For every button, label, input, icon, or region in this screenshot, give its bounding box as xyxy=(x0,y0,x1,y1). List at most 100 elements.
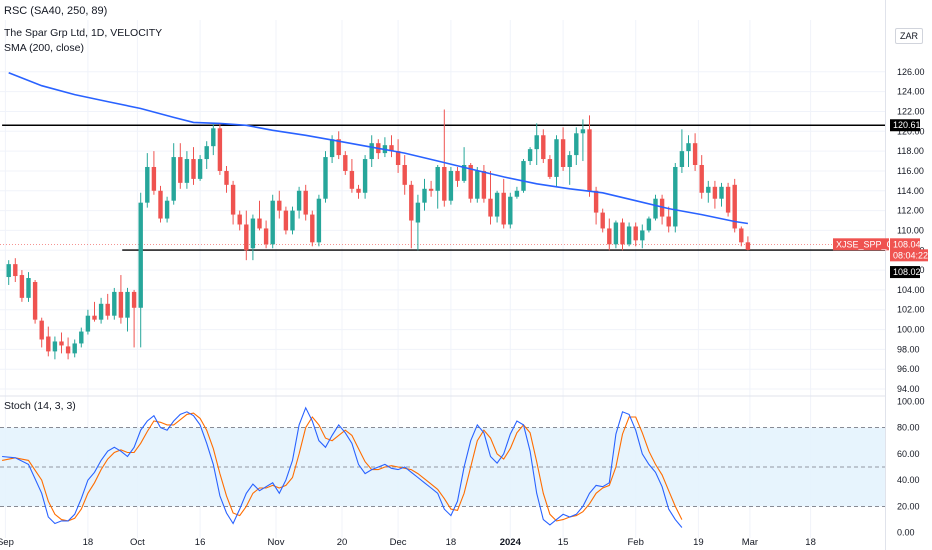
candle-body xyxy=(26,278,31,298)
candle xyxy=(26,272,31,302)
stoch-legend[interactable]: Stoch (14, 3, 3) xyxy=(4,400,76,412)
candle-body xyxy=(600,212,605,229)
candle-body xyxy=(653,198,658,219)
candle-body xyxy=(98,303,104,320)
candle-body xyxy=(46,336,51,352)
candle xyxy=(125,287,130,332)
candle xyxy=(112,287,117,320)
candle xyxy=(633,222,638,247)
indicator-top-line[interactable]: RSC (SA40, 250, 89) xyxy=(4,5,108,17)
candle xyxy=(560,127,566,171)
candle xyxy=(725,182,731,217)
candle xyxy=(244,210,249,261)
candle-body xyxy=(514,190,520,197)
candle-body xyxy=(184,159,190,183)
stoch-k-line xyxy=(2,406,683,528)
support-badge: 108.02 xyxy=(890,266,921,279)
candle-body xyxy=(706,186,711,193)
candle xyxy=(184,151,190,189)
candle xyxy=(613,220,619,249)
candle-body xyxy=(481,170,487,199)
candle-body xyxy=(151,166,157,191)
time-tick-label: 2024 xyxy=(500,537,522,548)
candle-body xyxy=(336,139,341,156)
candle xyxy=(197,155,203,181)
candle-body xyxy=(686,143,691,152)
candle-body xyxy=(204,146,209,160)
price-tick-label: 126.00 xyxy=(897,67,925,77)
symbol-badge-bg xyxy=(833,238,889,251)
candle-body xyxy=(296,190,302,211)
candle-body xyxy=(164,200,170,219)
candle-body xyxy=(527,149,533,162)
candle xyxy=(310,210,315,247)
candle-body xyxy=(224,170,229,185)
candle xyxy=(250,214,256,261)
candle xyxy=(626,222,632,247)
candle xyxy=(382,137,388,158)
candle xyxy=(415,194,421,251)
candle xyxy=(514,186,520,199)
price-tick-label: 94.00 xyxy=(897,384,920,394)
candle-body xyxy=(587,129,592,191)
candle-body xyxy=(455,170,460,181)
candle-body xyxy=(560,139,566,167)
stoch-tick-label: 40.00 xyxy=(897,475,920,485)
candle xyxy=(138,192,143,348)
resistance-badge-bg xyxy=(890,119,920,132)
candle-body xyxy=(277,200,282,211)
candle xyxy=(13,258,18,282)
candle-body xyxy=(402,165,407,185)
sma-legend[interactable]: SMA (200, close) xyxy=(4,42,84,54)
time-tick-label: 18 xyxy=(83,537,94,548)
candle xyxy=(39,317,44,348)
candle xyxy=(475,166,480,203)
candle-body xyxy=(448,170,454,201)
candle-body xyxy=(547,159,553,177)
time-tick-label: Oct xyxy=(130,537,145,548)
candle xyxy=(501,178,506,229)
candle-body xyxy=(356,188,361,193)
symbol-title[interactable]: The Spar Grp Ltd, 1D, VELOCITY xyxy=(4,27,163,39)
candle xyxy=(343,151,348,175)
candle-body xyxy=(310,214,315,243)
candle xyxy=(296,186,302,219)
candle-body xyxy=(13,264,18,277)
price-tick-label: 96.00 xyxy=(897,364,920,374)
price-tick-label: 114.00 xyxy=(897,186,924,196)
candle-body xyxy=(415,202,421,223)
candle xyxy=(118,275,124,324)
candle-body xyxy=(673,166,678,227)
candle xyxy=(98,297,104,324)
candle-body xyxy=(145,166,150,203)
price-tick-label: 100.00 xyxy=(897,325,925,335)
candle xyxy=(448,166,454,205)
time-tick-label: 19 xyxy=(693,537,704,548)
candle xyxy=(712,180,718,209)
candle xyxy=(316,194,322,247)
price-tick-label: 98.00 xyxy=(897,344,920,354)
symbol-badge-text: XJSE_SPP_CFD xyxy=(836,239,906,249)
candle-body xyxy=(171,157,176,201)
candle xyxy=(362,155,368,199)
candle xyxy=(32,280,38,324)
candle-body xyxy=(620,222,625,245)
candle xyxy=(494,190,500,223)
support-badge-text: 108.02 xyxy=(893,267,921,277)
candle xyxy=(164,196,170,223)
time-tick-label: Sep xyxy=(0,537,14,548)
candle xyxy=(65,337,71,360)
candle-body xyxy=(626,226,632,245)
time-tick-label: 18 xyxy=(805,537,816,548)
candle-body xyxy=(725,186,731,213)
candle xyxy=(699,155,704,199)
candle-body xyxy=(79,331,84,344)
candle-body xyxy=(442,166,447,201)
candle-body xyxy=(158,190,163,219)
candle xyxy=(745,236,751,251)
currency-badge[interactable]: ZAR xyxy=(895,28,923,44)
candle xyxy=(587,115,592,197)
candle-body xyxy=(712,186,718,199)
candle-body xyxy=(65,346,71,354)
